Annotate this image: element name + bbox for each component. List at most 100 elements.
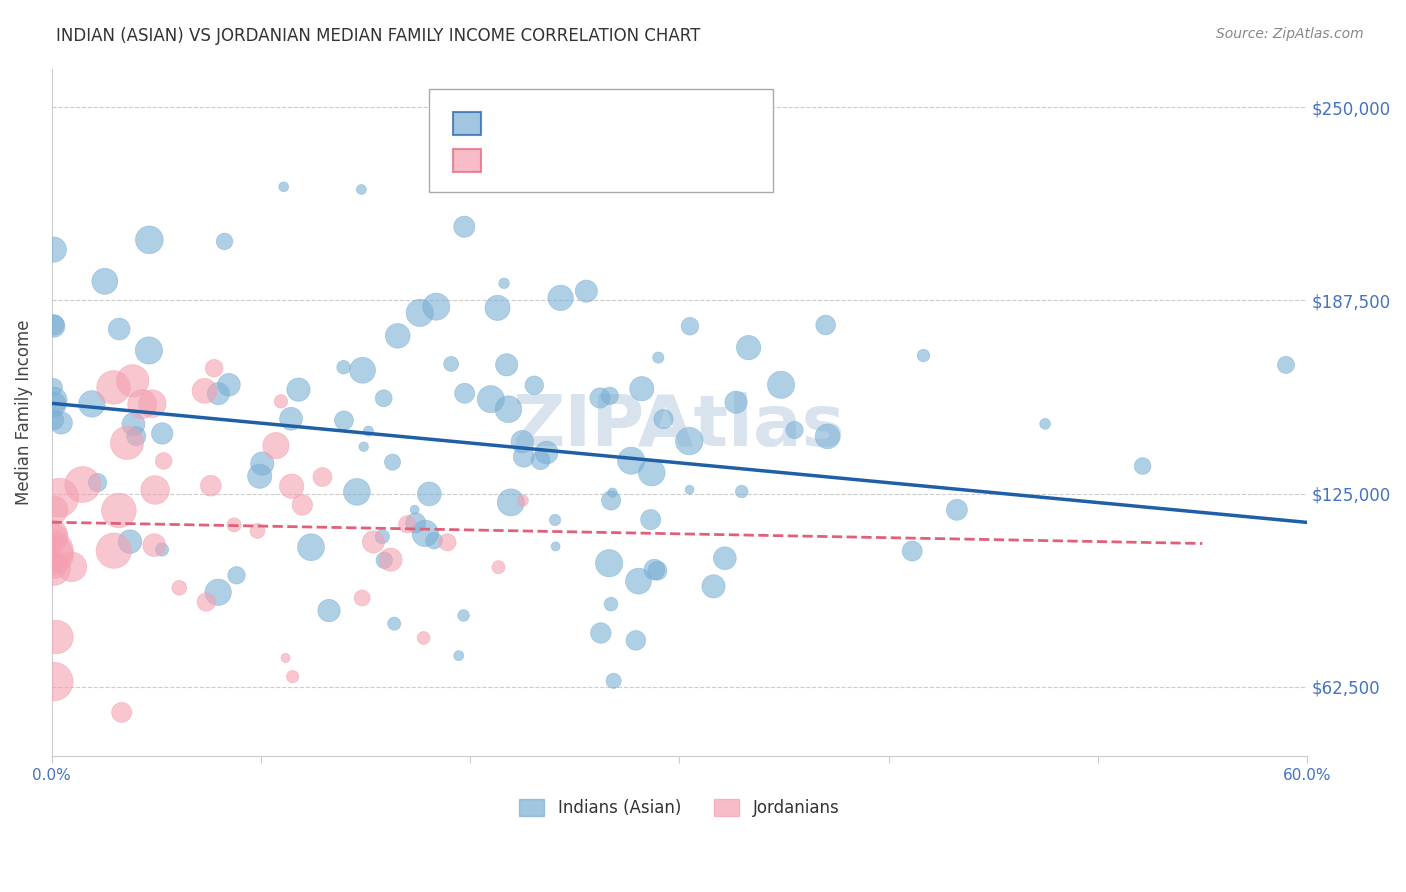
Point [353, 440, 375, 454]
Point [332, 360, 354, 375]
Point [912, 349, 935, 363]
Point [499, 495, 522, 509]
Point [731, 484, 754, 499]
Point [350, 182, 373, 196]
Point [453, 608, 475, 623]
Point [249, 469, 271, 483]
Point [118, 534, 141, 549]
Text: ZIPAtlas: ZIPAtlas [513, 392, 845, 460]
Point [143, 483, 166, 497]
Point [678, 434, 700, 448]
Point [652, 412, 675, 426]
Point [122, 417, 145, 432]
Point [453, 219, 475, 234]
Point [510, 434, 533, 449]
Point [425, 300, 447, 314]
Point [264, 439, 287, 453]
Point [630, 382, 652, 396]
Point [252, 457, 274, 471]
Point [714, 551, 737, 566]
Point [42, 503, 65, 517]
Point [544, 540, 567, 554]
Point [42, 674, 65, 689]
Point [60, 560, 83, 574]
Point [45, 630, 67, 644]
Point [121, 374, 143, 388]
Point [115, 436, 138, 450]
Point [111, 706, 134, 720]
Point [141, 396, 163, 410]
Point [94, 274, 117, 288]
Point [42, 548, 65, 562]
Point [274, 651, 297, 665]
Point [589, 626, 612, 640]
Point [440, 357, 463, 371]
Point [737, 341, 759, 355]
Point [600, 597, 623, 611]
Point [363, 535, 385, 549]
Point [702, 579, 724, 593]
Point [640, 512, 662, 526]
Point [575, 284, 598, 298]
Point [352, 591, 374, 605]
Point [42, 319, 65, 334]
Point [42, 413, 65, 427]
Point [214, 235, 236, 249]
Point [352, 363, 374, 377]
Point [42, 380, 65, 394]
Point [783, 423, 806, 437]
Point [453, 386, 475, 401]
Point [291, 498, 314, 512]
Point [600, 493, 623, 508]
Point [287, 383, 309, 397]
Point [125, 429, 148, 443]
Point [396, 517, 419, 532]
Point [494, 277, 516, 291]
Point [207, 585, 229, 599]
Point [901, 544, 924, 558]
Point [42, 531, 65, 545]
Point [1132, 458, 1154, 473]
Point [202, 361, 225, 376]
Point [641, 466, 664, 480]
Point [246, 524, 269, 538]
Point [413, 526, 436, 541]
Point [138, 343, 160, 358]
Y-axis label: Median Family Income: Median Family Income [15, 319, 32, 505]
Point [195, 595, 218, 609]
Point [150, 542, 173, 557]
Point [108, 503, 131, 517]
Point [418, 487, 440, 501]
Point [643, 563, 665, 577]
Point [280, 479, 302, 493]
Point [1275, 358, 1298, 372]
Point [381, 455, 404, 469]
Point [131, 397, 153, 411]
Point [108, 322, 131, 336]
Point [513, 450, 536, 464]
Point [887, 764, 910, 779]
Point [647, 564, 669, 578]
Point [512, 493, 534, 508]
Point [42, 543, 65, 558]
Point [72, 477, 94, 491]
Point [624, 633, 647, 648]
Point [371, 530, 394, 544]
Point [280, 411, 302, 425]
Point [523, 378, 546, 392]
Point [42, 398, 65, 412]
Point [218, 377, 240, 392]
Point [200, 479, 222, 493]
Point [273, 179, 295, 194]
Point [529, 453, 551, 467]
Point [80, 397, 103, 411]
Point [42, 318, 65, 332]
Point [814, 318, 837, 332]
Point [207, 386, 229, 401]
Text: R = -0.067   N =  46: R = -0.067 N = 46 [489, 151, 657, 165]
Point [270, 394, 292, 409]
Point [103, 380, 125, 394]
Point [620, 454, 643, 468]
Point [281, 670, 304, 684]
Point [544, 513, 567, 527]
